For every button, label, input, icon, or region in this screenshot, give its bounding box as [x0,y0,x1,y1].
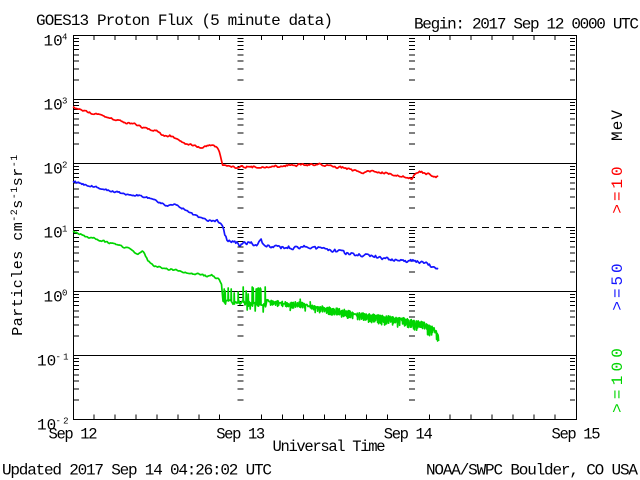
svg-text:=: = [609,191,627,201]
svg-text:Begin: 2017 Sep 12 0000 UTC: Begin: 2017 Sep 12 0000 UTC [414,16,639,34]
svg-text:=: = [609,389,627,399]
svg-text:0: 0 [609,263,627,273]
svg-text:3: 3 [62,97,67,107]
svg-text:10: 10 [44,289,63,307]
svg-text:M: M [609,131,627,141]
svg-text:Sep 14: Sep 14 [384,426,433,444]
svg-text:V: V [609,110,627,120]
svg-text:10: 10 [44,33,63,51]
svg-text:1: 1 [609,179,627,189]
svg-text:Particles cm-2s-1sr-1: Particles cm-2s-1sr-1 [10,154,27,336]
svg-text:GOES13 Proton Flux (5 minute d: GOES13 Proton Flux (5 minute data) [36,12,333,30]
svg-text:>: > [609,301,627,311]
svg-text:Updated 2017 Sep 14 04:26:02 U: Updated 2017 Sep 14 04:26:02 UTC [2,462,272,480]
svg-text:10: 10 [44,225,63,243]
svg-text:=: = [609,288,627,298]
svg-text:Sep 15: Sep 15 [552,426,601,444]
svg-text:1: 1 [62,225,67,235]
svg-text:Sep 12: Sep 12 [49,426,98,444]
svg-text:0: 0 [62,289,67,299]
svg-text:10: 10 [44,97,63,115]
svg-text:0: 0 [609,348,627,358]
svg-text:Universal Time: Universal Time [273,438,386,456]
svg-text:4: 4 [62,33,67,43]
svg-text:>: > [609,403,627,413]
svg-text:5: 5 [609,276,627,286]
svg-text:0: 0 [609,166,627,176]
svg-text:0: 0 [609,362,627,372]
svg-text:NOAA/SWPC Boulder, CO USA: NOAA/SWPC Boulder, CO USA [426,462,638,480]
svg-text:1: 1 [609,376,627,386]
svg-text:10: 10 [37,353,56,371]
svg-text:>: > [609,204,627,214]
svg-text:10: 10 [37,417,56,435]
svg-text:2: 2 [62,161,67,171]
svg-text:e: e [609,121,627,131]
svg-text:10: 10 [44,161,63,179]
svg-text:Sep 13: Sep 13 [216,426,265,444]
